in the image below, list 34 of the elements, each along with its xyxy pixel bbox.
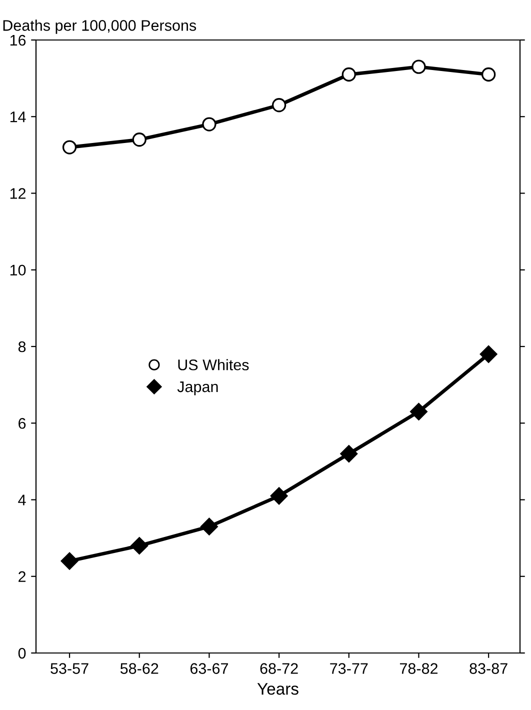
y-tick-label: 16 xyxy=(10,34,26,46)
point xyxy=(60,552,78,570)
x-tick-label: 68-72 xyxy=(260,663,298,674)
x-tick-label: 73-77 xyxy=(330,663,368,674)
point xyxy=(130,537,148,554)
x-tick-label: 83-87 xyxy=(470,663,508,674)
y-tick-label: 6 xyxy=(18,418,26,429)
point xyxy=(480,345,498,363)
x-tick-label: 63-67 xyxy=(190,663,228,674)
y-tick-label: 12 xyxy=(10,188,26,199)
point xyxy=(270,487,288,505)
y-tick-label: 4 xyxy=(18,494,26,506)
x-tick-label: 78-82 xyxy=(400,663,438,674)
x-axis-title: Years xyxy=(257,683,298,695)
point xyxy=(340,445,358,462)
y-tick-label: 2 xyxy=(18,571,26,582)
point xyxy=(132,132,146,147)
y-tick-label: 8 xyxy=(18,341,26,352)
x-tick-label: 53-57 xyxy=(50,663,88,674)
y-tick-label: 14 xyxy=(10,112,26,122)
legend-label: US Whites xyxy=(178,359,249,370)
y-tick-label: 10 xyxy=(10,264,26,276)
point xyxy=(202,117,216,132)
y-tick-label: 0 xyxy=(18,648,26,659)
point xyxy=(62,140,77,154)
point xyxy=(410,402,428,420)
point xyxy=(342,67,356,82)
point xyxy=(412,60,426,74)
legend-label: Japan xyxy=(177,382,218,396)
point xyxy=(200,518,218,536)
point xyxy=(481,67,496,82)
y-axis-title: Deaths per 100,000 Persons xyxy=(3,20,196,34)
point xyxy=(272,98,286,112)
x-tick-label: 58-62 xyxy=(120,663,158,674)
